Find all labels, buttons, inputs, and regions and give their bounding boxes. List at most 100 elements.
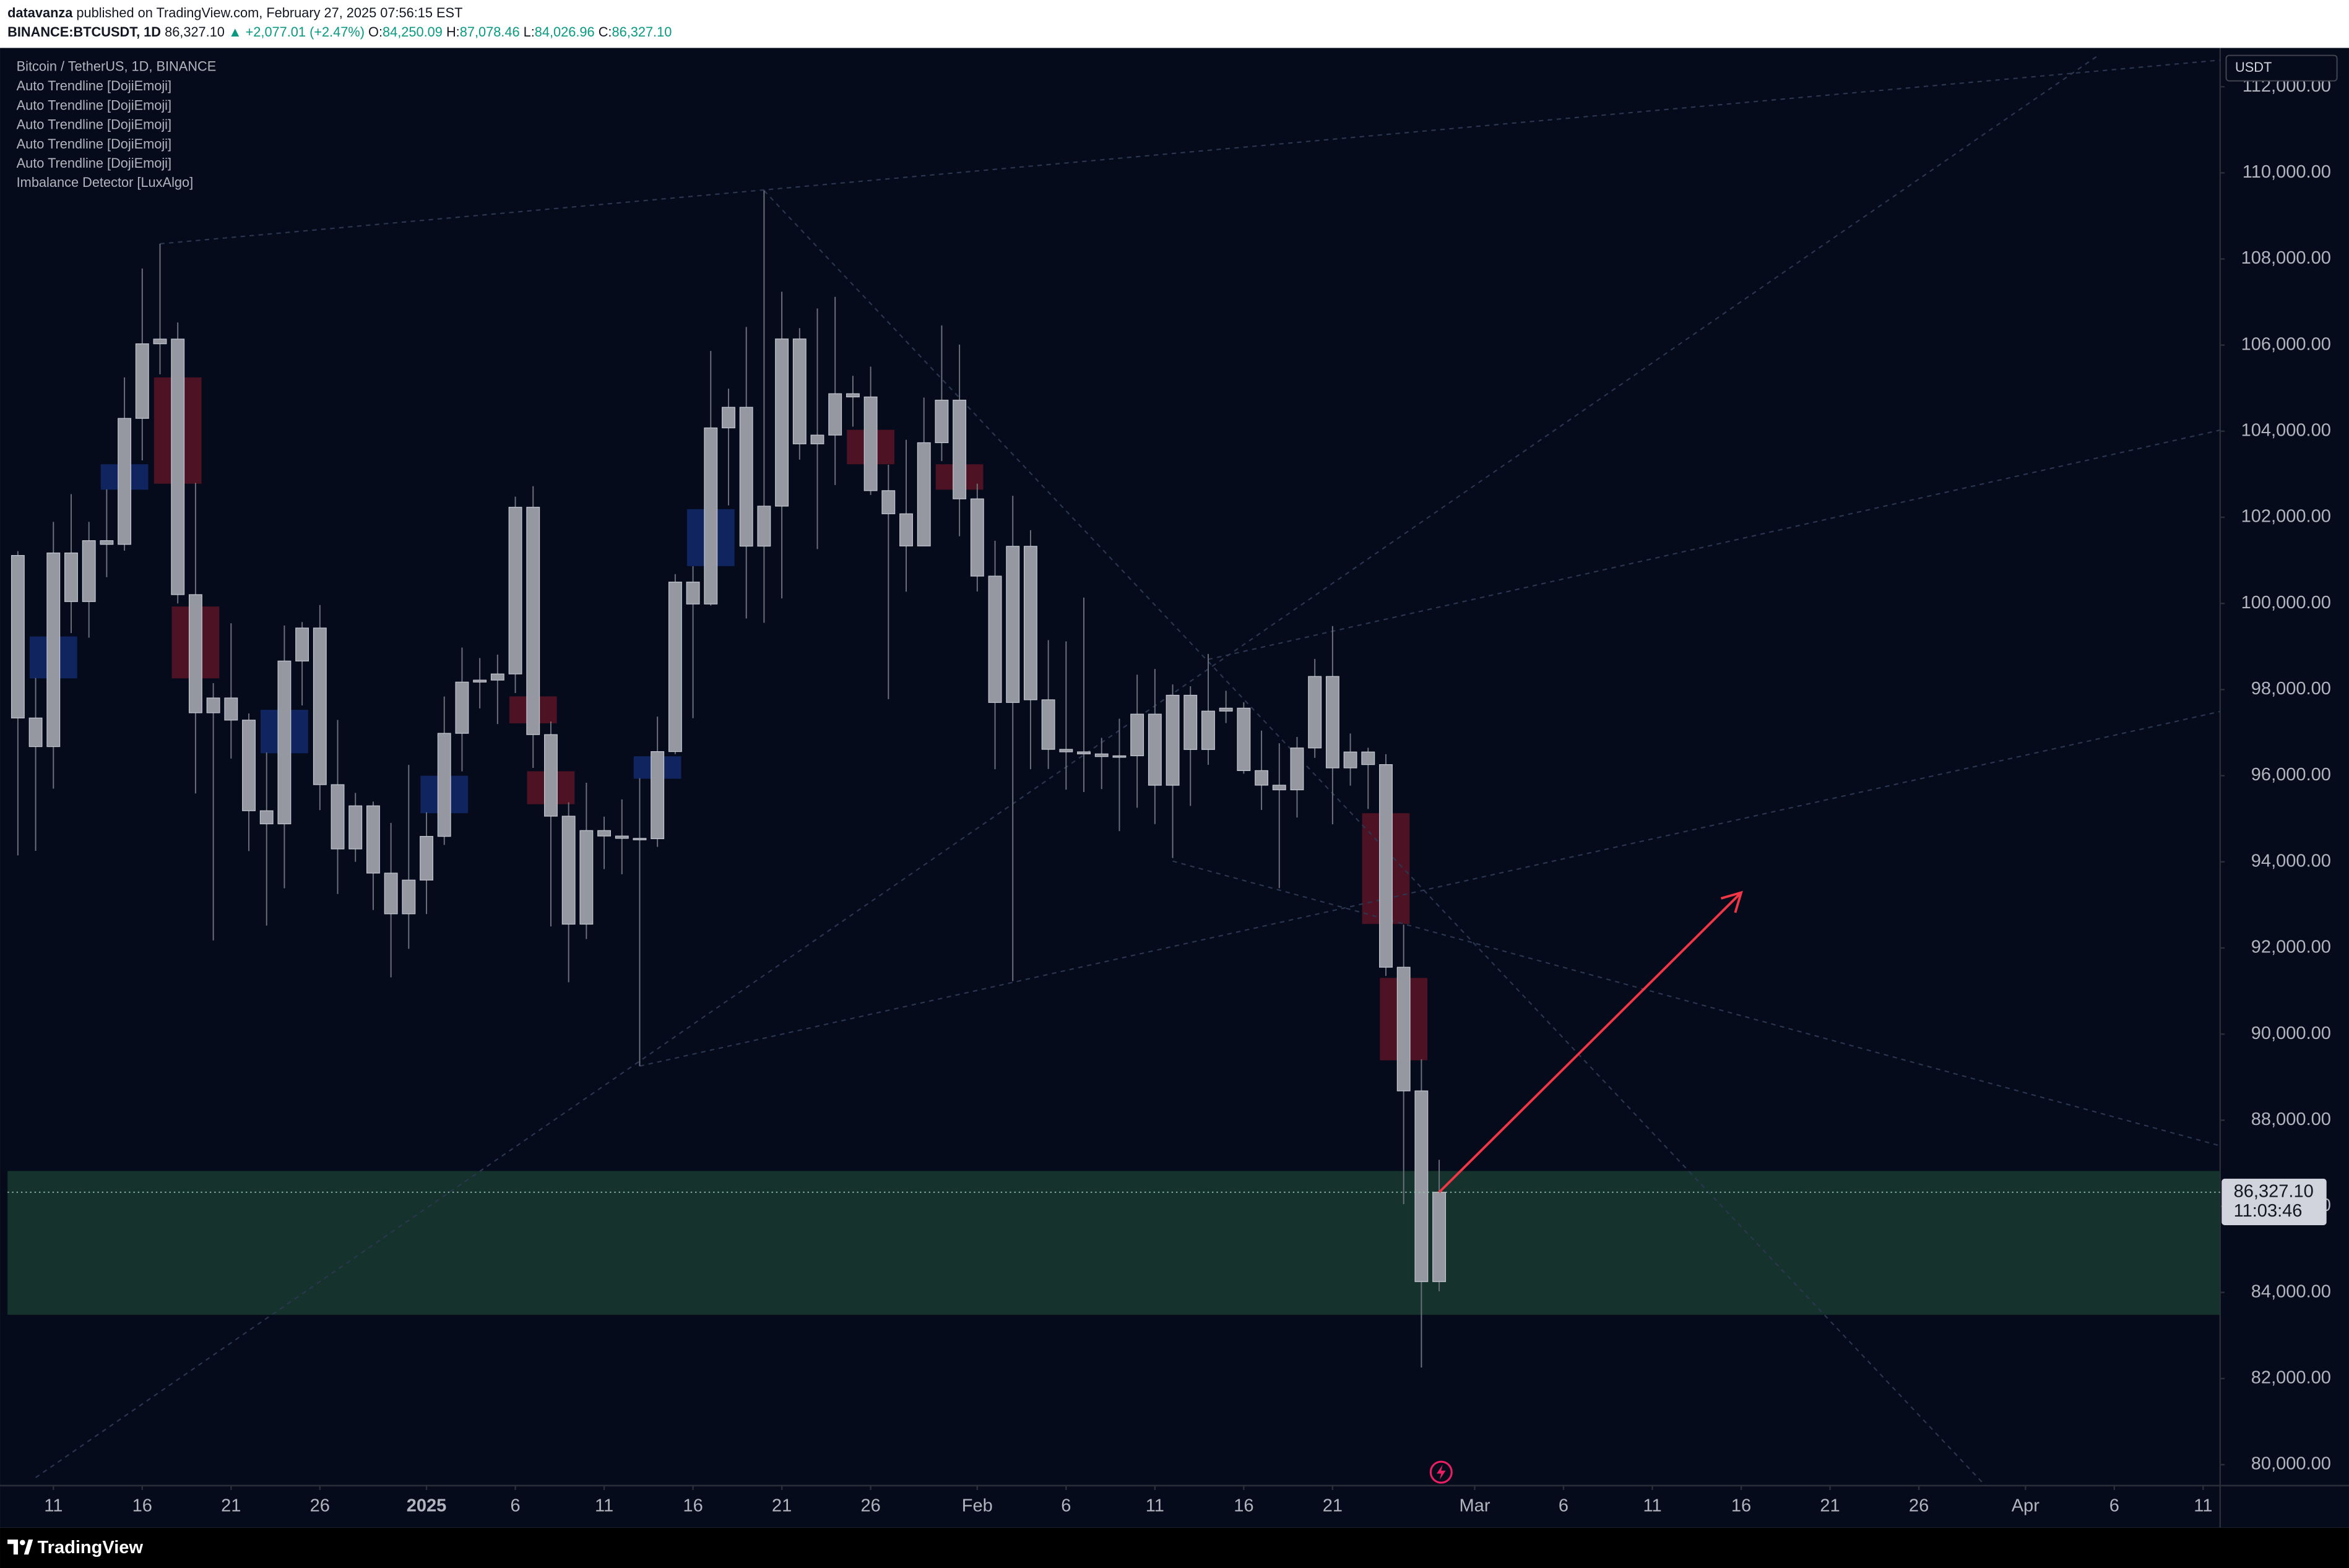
trendline — [160, 59, 2220, 245]
candle-body — [881, 490, 896, 514]
candle-body — [82, 540, 96, 602]
change: ▲ +2,077.01 (+2.47%) — [228, 24, 365, 40]
brand-name[interactable]: TradingView — [38, 1538, 144, 1557]
y-tick-label: 96,000.00 — [2251, 765, 2331, 785]
candle-body — [561, 816, 576, 925]
candle-body — [668, 582, 682, 752]
candle-body — [242, 720, 256, 811]
candle-body — [277, 660, 292, 825]
y-tick-label: 108,000.00 — [2241, 248, 2331, 268]
countdown-label: 11:03:46 — [2234, 1201, 2303, 1221]
y-tick-label: 84,000.00 — [2251, 1282, 2331, 1301]
candle-body — [348, 805, 363, 850]
candle-body — [206, 697, 220, 713]
x-tick-label: 21 — [1323, 1496, 1343, 1515]
symbol-line: BINANCE:BTCUSDT, 1D 86,327.10 ▲ +2,077.0… — [7, 24, 672, 40]
ohlc-value: 84,250.09 — [383, 24, 443, 40]
candle-body — [1396, 967, 1411, 1092]
candle-body — [1219, 707, 1233, 712]
candle-body — [1094, 753, 1109, 757]
candle-body — [1077, 751, 1091, 754]
footer-bar — [0, 1527, 2349, 1568]
ohlc-key: O: — [368, 24, 383, 40]
candle-body — [846, 393, 860, 398]
arrow-line — [1438, 892, 1742, 1194]
trendline — [1172, 860, 2220, 1147]
candle-body — [899, 513, 913, 546]
candle-body — [46, 552, 61, 747]
published: published on TradingView.com, February 2… — [76, 5, 462, 20]
candle-body — [1006, 546, 1020, 703]
candle-body — [366, 805, 380, 874]
candle-body — [11, 555, 25, 718]
publish-info: datavanza published on TradingView.com, … — [7, 5, 462, 20]
candle-body — [1414, 1090, 1429, 1282]
candle-body — [331, 784, 345, 850]
author: datavanza — [7, 5, 73, 20]
candle-body — [118, 418, 132, 545]
candle-body — [1379, 764, 1393, 968]
currency-badge — [2225, 54, 2338, 82]
y-tick-label: 104,000.00 — [2241, 421, 2331, 441]
candle-body — [970, 498, 984, 577]
y-tick-label: 110,000.00 — [2243, 162, 2331, 182]
candle-body — [1272, 785, 1286, 791]
candle-body — [1130, 713, 1144, 757]
candle-body — [1343, 751, 1357, 769]
y-tick-label: 102,000.00 — [2241, 507, 2331, 527]
x-tick-label: 6 — [2109, 1496, 2119, 1515]
candle-body — [615, 835, 629, 839]
ohlc-value: 86,327.10 — [612, 24, 672, 40]
x-tick-label: 21 — [1820, 1496, 1840, 1515]
candle-body — [135, 343, 149, 419]
price-tag-label: 86,327.10 — [2234, 1181, 2314, 1201]
plot-area — [7, 56, 2220, 1486]
candle-body — [1112, 755, 1127, 758]
candle-body — [455, 681, 469, 734]
candle-body — [1237, 707, 1251, 771]
currency-label: USDT — [2235, 59, 2272, 75]
x-tick-label: 11 — [44, 1496, 63, 1515]
candle-body — [775, 338, 789, 507]
y-tick-label: 90,000.00 — [2251, 1023, 2331, 1043]
candle-body — [633, 838, 647, 840]
candle-body — [259, 810, 274, 825]
x-tick-label: Feb — [962, 1496, 993, 1515]
ohlc-value: 87,078.46 — [460, 24, 520, 40]
ohlc-key: H: — [446, 24, 460, 40]
indicator-label: Auto Trendline [DojiEmoji] — [17, 155, 171, 171]
brand-logo — [7, 1540, 33, 1555]
candle-body — [1059, 749, 1073, 752]
x-tick-label: Apr — [2012, 1496, 2040, 1515]
x-tick-label: 26 — [310, 1496, 330, 1515]
candle-body — [863, 396, 878, 491]
candle-body — [473, 679, 487, 683]
candle-body — [420, 836, 433, 881]
candle-body — [508, 507, 522, 674]
x-tick-label: 21 — [221, 1496, 241, 1515]
y-tick-label: 98,000.00 — [2251, 679, 2331, 699]
price-tag — [2221, 1178, 2327, 1225]
x-tick-label: 6 — [1559, 1496, 1568, 1515]
candle-body — [384, 872, 398, 915]
candle-body — [544, 734, 558, 817]
symbol: BINANCE:BTCUSDT, 1D — [7, 24, 161, 40]
x-tick-label: 2025 — [407, 1496, 447, 1515]
candle-body — [526, 507, 540, 735]
y-tick-label: 94,000.00 — [2251, 851, 2331, 871]
candle-body — [153, 338, 167, 345]
candle-body — [651, 751, 665, 840]
candle-body — [402, 879, 416, 915]
x-tick-label: 26 — [860, 1496, 880, 1515]
ohlc-value: 84,026.96 — [535, 24, 595, 40]
candle-body — [1361, 751, 1375, 765]
candle-body — [490, 673, 504, 681]
trendline — [639, 710, 2220, 1067]
candle-body — [188, 594, 202, 713]
x-tick-label: 11 — [595, 1496, 613, 1515]
ohlc-key: L: — [524, 24, 535, 40]
last: 86,327.10 — [165, 24, 225, 40]
candle-body — [686, 582, 700, 605]
candle-body — [224, 697, 238, 721]
